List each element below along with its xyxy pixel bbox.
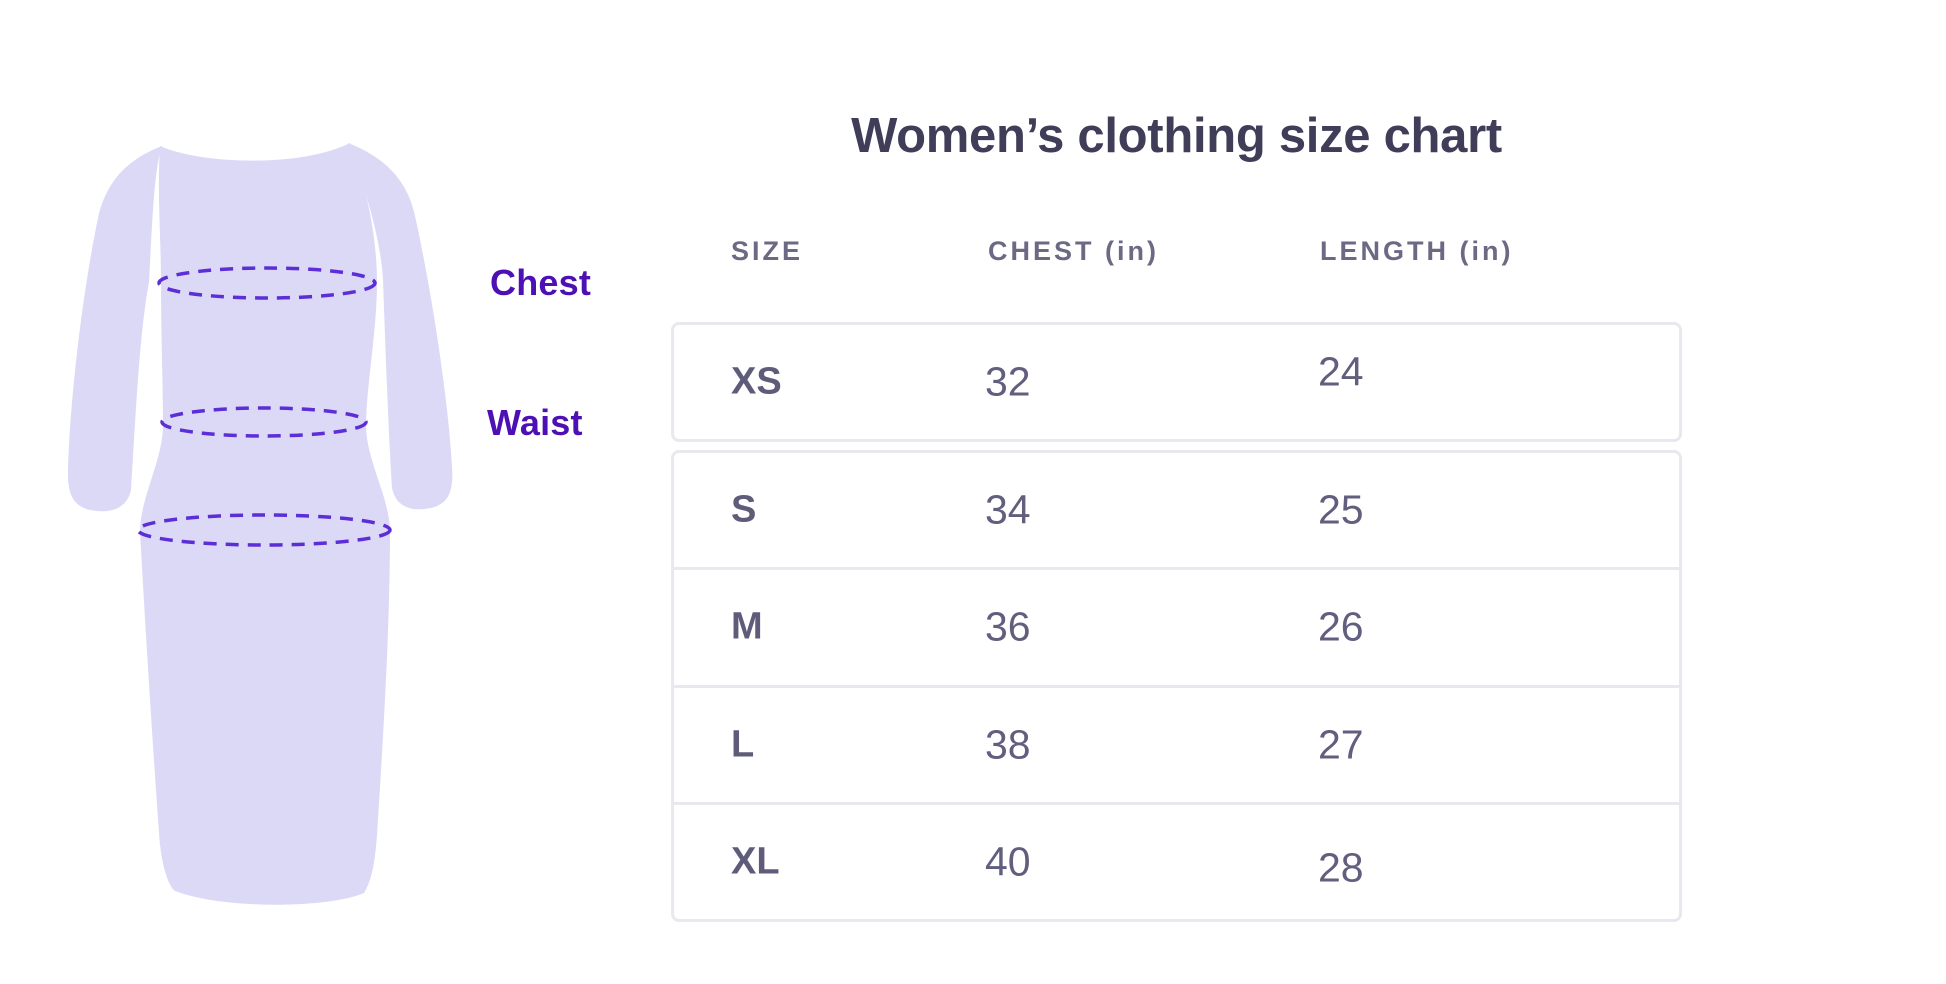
cell-size: XS — [731, 360, 782, 403]
table-row: S 34 25 — [674, 453, 1679, 567]
cell-length: 28 — [1318, 844, 1364, 891]
waist-label: Waist — [487, 402, 583, 443]
cell-length: 26 — [1318, 603, 1364, 650]
column-header-chest: CHEST (in) — [988, 236, 1159, 266]
dress-right-sleeve — [348, 143, 453, 510]
cell-chest: 40 — [985, 838, 1031, 885]
cell-length: 24 — [1318, 348, 1364, 395]
chest-measure-line — [157, 266, 377, 300]
cell-chest: 38 — [985, 721, 1031, 768]
table-row: XS 32 24 — [674, 325, 1679, 439]
chest-label: Chest — [490, 262, 592, 303]
cell-size: XL — [731, 840, 780, 883]
cell-size: L — [731, 723, 755, 766]
column-header-size: SIZE — [731, 236, 804, 266]
table-header-row: SIZE CHEST (in) LENGTH (in) — [671, 236, 1682, 270]
page-title: Women’s clothing size chart — [851, 109, 1502, 163]
cell-chest: 36 — [985, 603, 1031, 650]
cell-length: 27 — [1318, 721, 1364, 768]
size-table-body-box: S 34 25 M 36 26 L 38 27 XL 40 28 — [671, 450, 1682, 922]
cell-size: S — [731, 488, 757, 531]
waist-measure-line — [160, 406, 368, 438]
dress-silhouette — [67, 143, 453, 905]
hip-measure-line — [136, 513, 392, 547]
table-row: M 36 26 — [674, 567, 1679, 684]
dress-body-shape — [140, 143, 390, 905]
cell-size: M — [731, 605, 763, 648]
dress-left-sleeve — [67, 146, 162, 512]
cell-length: 25 — [1318, 486, 1364, 533]
size-table-first-row-box: XS 32 24 — [671, 322, 1682, 442]
cell-chest: 34 — [985, 486, 1031, 533]
column-header-length: LENGTH (in) — [1320, 236, 1514, 266]
dress-illustration — [67, 143, 453, 905]
cell-chest: 32 — [985, 358, 1031, 405]
table-row: L 38 27 — [674, 684, 1679, 802]
table-row: XL 40 28 — [674, 801, 1679, 919]
